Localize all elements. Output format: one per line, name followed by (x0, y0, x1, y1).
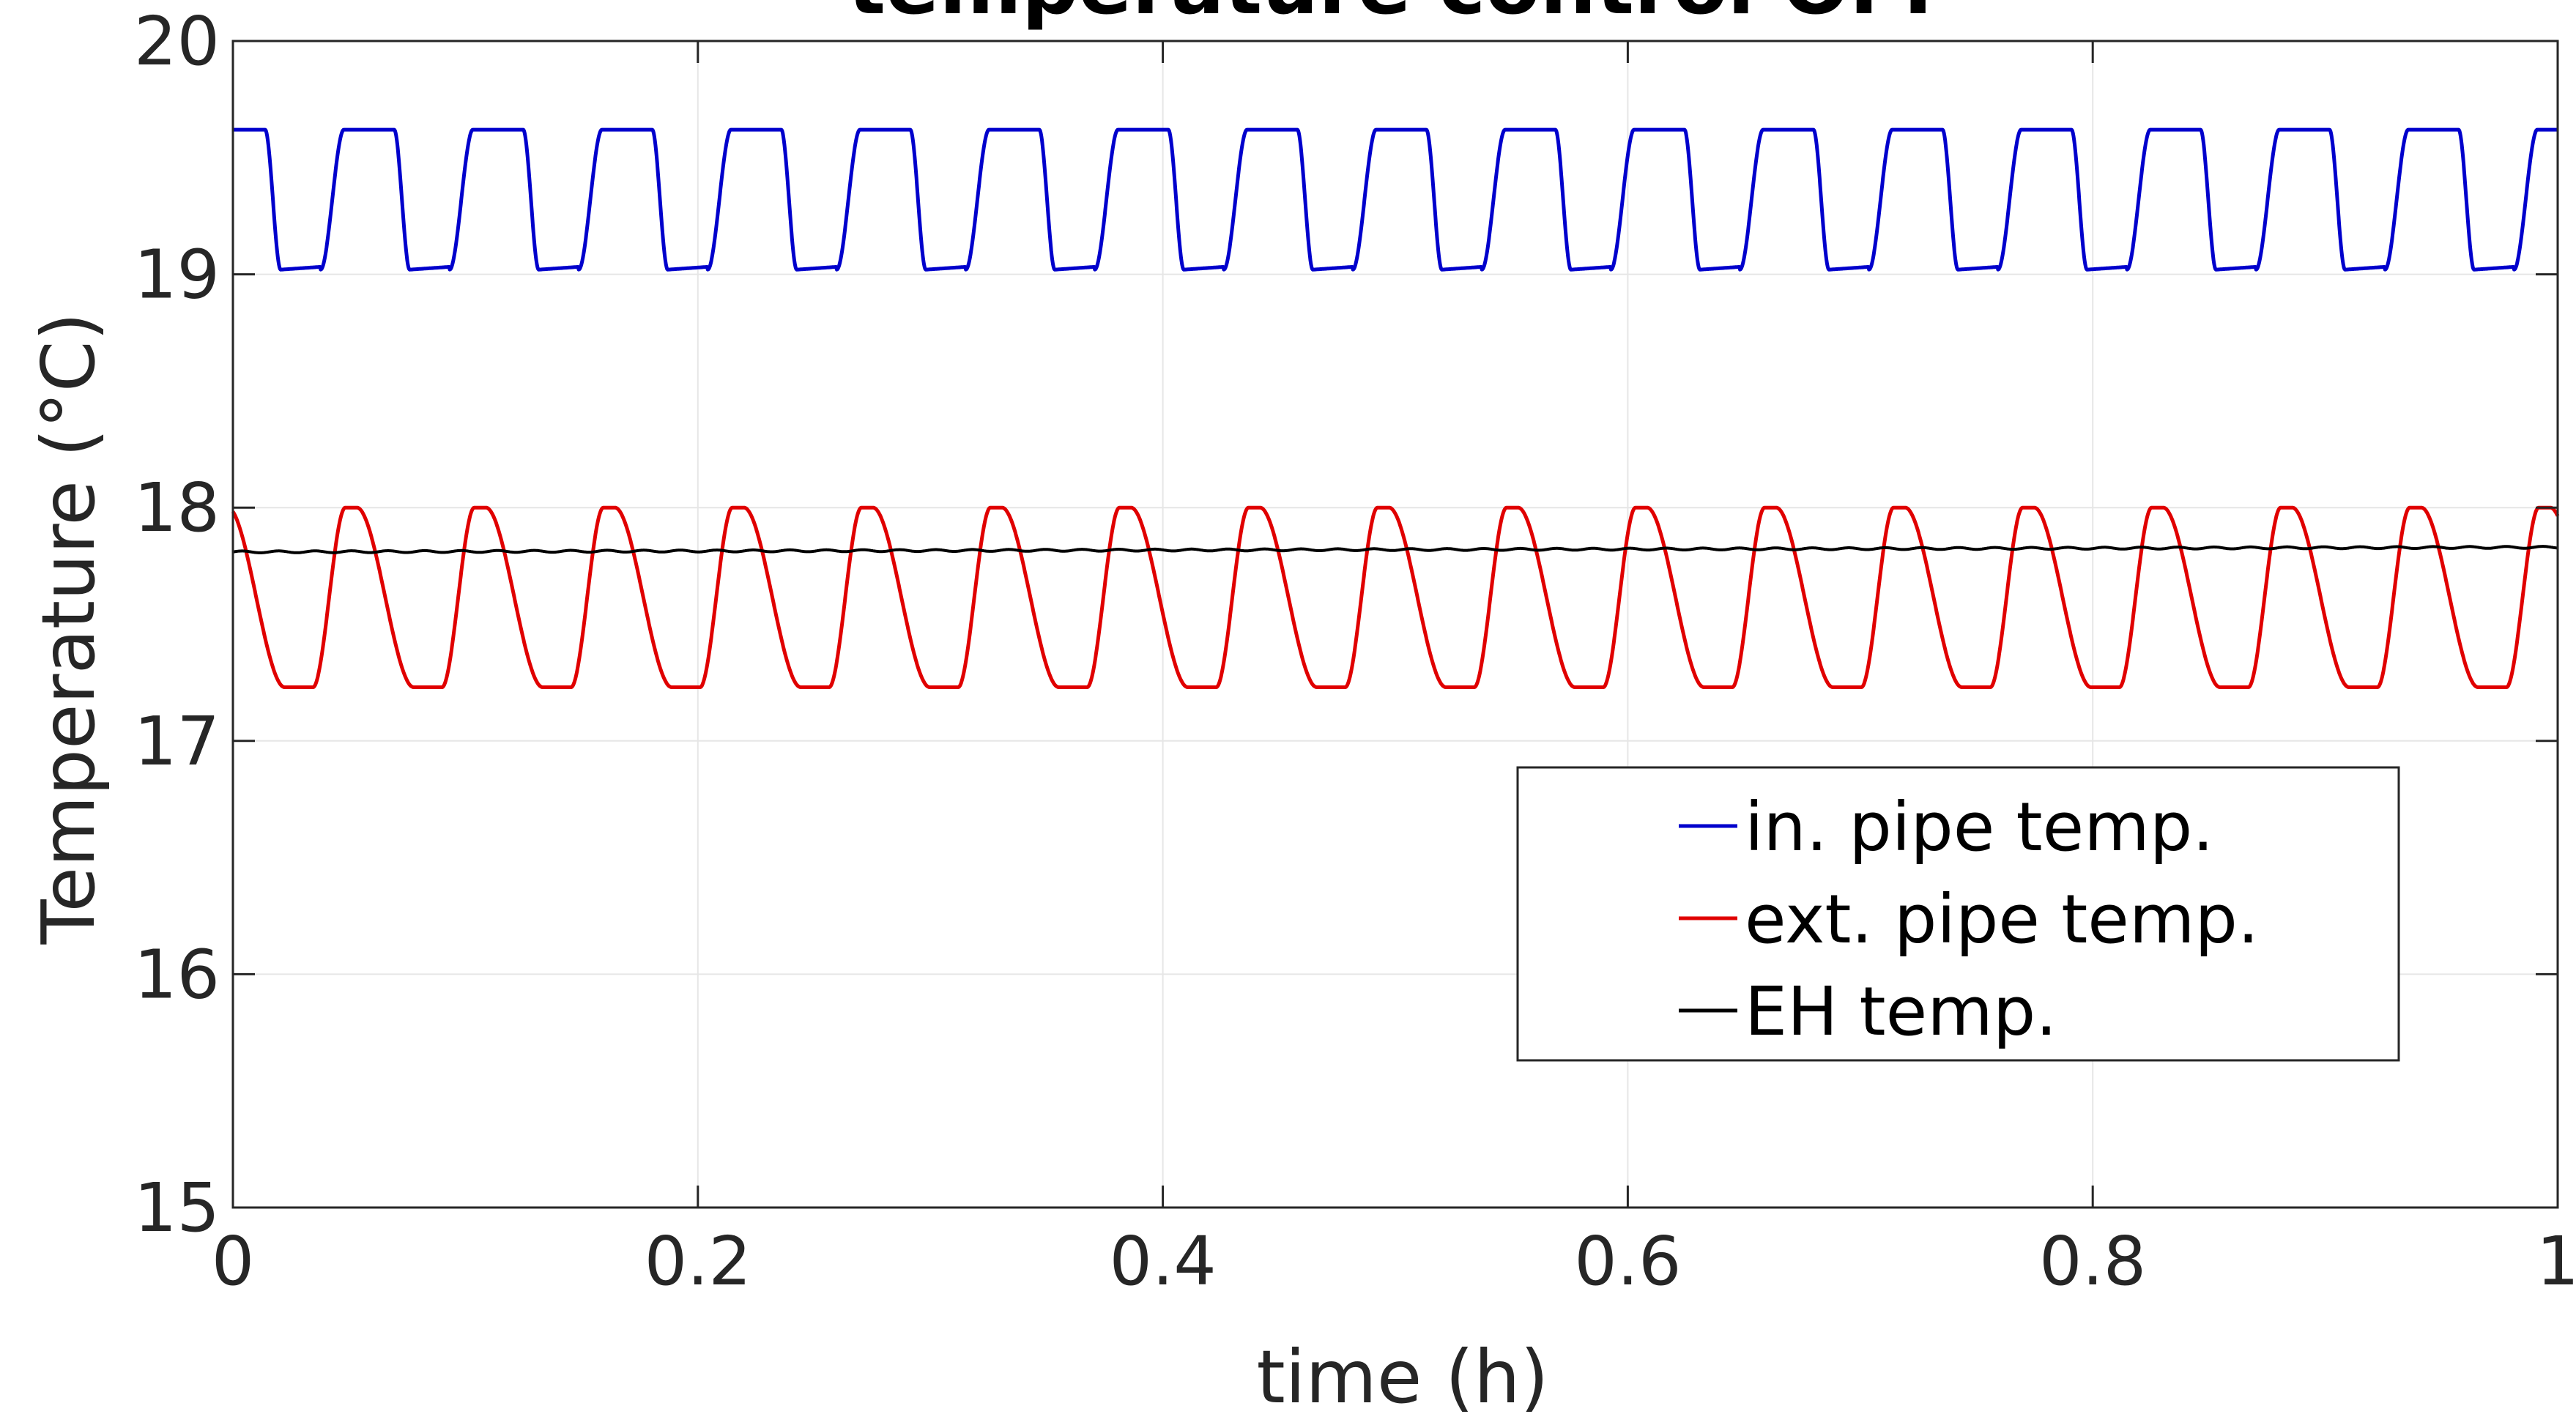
x-tick-label: 0.6 (1574, 1222, 1681, 1301)
x-tick-label: 0.8 (2039, 1222, 2146, 1301)
x-tick-label: 1 (2536, 1222, 2576, 1301)
series-eh-line (231, 545, 2559, 554)
series-in-pipe-line (231, 127, 2559, 272)
y-tick-label: 16 (134, 935, 220, 1013)
x-tick-label: 0 (212, 1222, 255, 1301)
series-ext-pipe-line (231, 505, 2560, 689)
x-tick-label: 0.4 (1109, 1222, 1216, 1301)
ticks: 0 0.2 0.4 0.6 0.8 1 15 16 17 18 19 20 (134, 2, 2576, 1301)
legend-label: ext. pipe temp. (1745, 880, 2259, 959)
legend-label: in. pipe temp. (1745, 788, 2214, 866)
grid (233, 41, 2558, 1208)
chart-title: temperature control OFF (848, 0, 1958, 32)
y-tick-label: 15 (134, 1169, 220, 1247)
y-axis-label: Temperature (°C) (26, 312, 111, 945)
plot-frame (231, 40, 2559, 1209)
y-tick-label: 17 (134, 702, 220, 781)
x-axis-label: time (h) (1256, 1334, 1548, 1420)
x-tick-label: 0.2 (645, 1222, 751, 1301)
series-layer (231, 127, 2560, 689)
legend-box (1516, 766, 2400, 1062)
y-tick-label: 19 (134, 236, 220, 314)
legend-label: EH temp. (1745, 972, 2057, 1051)
y-tick-label: 18 (134, 469, 220, 547)
y-tick-label: 20 (134, 2, 220, 81)
legend: in. pipe temp. ext. pipe temp. EH temp. (1516, 766, 2400, 1062)
